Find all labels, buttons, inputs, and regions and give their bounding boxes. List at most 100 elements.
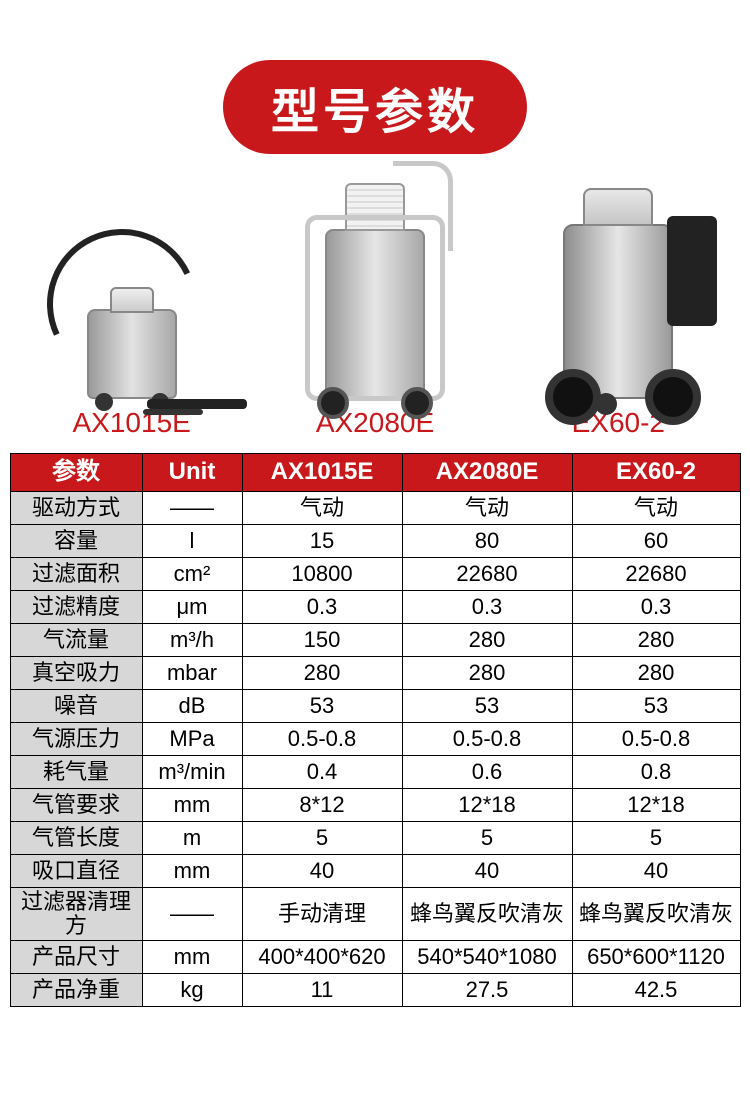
cell-param: 气管要求: [10, 789, 142, 822]
cell-value: 0.8: [572, 756, 740, 789]
cell-param: 过滤精度: [10, 591, 142, 624]
page-title: 型号参数: [223, 60, 527, 154]
cell-unit: l: [142, 525, 242, 558]
table-row: 真空吸力mbar280280280: [10, 657, 740, 690]
cell-value: 0.5-0.8: [242, 723, 402, 756]
page-title-badge: 型号参数: [0, 60, 750, 154]
cell-value: 400*400*620: [242, 941, 402, 974]
cell-unit: m³/h: [142, 624, 242, 657]
cell-value: 22680: [402, 558, 572, 591]
table-row: 耗气量m³/min0.40.60.8: [10, 756, 740, 789]
cell-unit: ——: [142, 888, 242, 941]
cell-unit: mm: [142, 941, 242, 974]
cell-param: 容量: [10, 525, 142, 558]
table-row: 气源压力MPa0.5-0.80.5-0.80.5-0.8: [10, 723, 740, 756]
product-ax1015e: AX1015E: [11, 179, 252, 439]
cell-value: 0.4: [242, 756, 402, 789]
th-col-1: AX1015E: [242, 454, 402, 492]
product-image: [87, 179, 177, 399]
cell-value: 540*540*1080: [402, 941, 572, 974]
product-image: [563, 179, 673, 399]
cell-value: 0.3: [572, 591, 740, 624]
table-row: 气管长度m555: [10, 822, 740, 855]
cell-value: 53: [242, 690, 402, 723]
cell-value: 650*600*1120: [572, 941, 740, 974]
table-row: 过滤面积cm²108002268022680: [10, 558, 740, 591]
cell-unit: mm: [142, 789, 242, 822]
cell-value: 0.3: [402, 591, 572, 624]
cell-value: 蜂鸟翼反吹清灰: [572, 888, 740, 941]
cell-value: 0.5-0.8: [572, 723, 740, 756]
cell-param: 驱动方式: [10, 492, 142, 525]
cell-param: 过滤器清理方: [10, 888, 142, 941]
cell-value: 280: [402, 657, 572, 690]
cell-unit: dB: [142, 690, 242, 723]
cell-value: 8*12: [242, 789, 402, 822]
cell-value: 气动: [242, 492, 402, 525]
th-col-2: AX2080E: [402, 454, 572, 492]
cell-value: 53: [402, 690, 572, 723]
cell-unit: m: [142, 822, 242, 855]
cell-param: 吸口直径: [10, 855, 142, 888]
cell-param: 气源压力: [10, 723, 142, 756]
cell-value: 40: [572, 855, 740, 888]
cell-value: 280: [402, 624, 572, 657]
cell-unit: m³/min: [142, 756, 242, 789]
cell-value: 气动: [402, 492, 572, 525]
cell-value: 12*18: [402, 789, 572, 822]
cell-param: 产品净重: [10, 974, 142, 1007]
cell-value: 0.3: [242, 591, 402, 624]
cell-param: 过滤面积: [10, 558, 142, 591]
cell-value: 5: [572, 822, 740, 855]
cell-value: 12*18: [572, 789, 740, 822]
cell-value: 40: [242, 855, 402, 888]
table-row: 驱动方式——气动气动气动: [10, 492, 740, 525]
cell-param: 气流量: [10, 624, 142, 657]
cell-value: 80: [402, 525, 572, 558]
table-row: 气流量m³/h150280280: [10, 624, 740, 657]
cell-value: 11: [242, 974, 402, 1007]
cell-value: 0.5-0.8: [402, 723, 572, 756]
cell-value: 手动清理: [242, 888, 402, 941]
cell-value: 气动: [572, 492, 740, 525]
table-row: 容量l158060: [10, 525, 740, 558]
cell-value: 27.5: [402, 974, 572, 1007]
cell-value: 5: [402, 822, 572, 855]
products-row: AX1015E AX2080E: [0, 179, 750, 439]
cell-unit: cm²: [142, 558, 242, 591]
th-param: 参数: [10, 454, 142, 492]
cell-unit: mbar: [142, 657, 242, 690]
cell-param: 气管长度: [10, 822, 142, 855]
cell-param: 耗气量: [10, 756, 142, 789]
cell-value: 60: [572, 525, 740, 558]
cell-value: 150: [242, 624, 402, 657]
cell-value: 40: [402, 855, 572, 888]
cell-unit: ——: [142, 492, 242, 525]
product-ax2080e: AX2080E: [255, 179, 496, 439]
table-row: 过滤器清理方——手动清理蜂鸟翼反吹清灰蜂鸟翼反吹清灰: [10, 888, 740, 941]
cell-value: 15: [242, 525, 402, 558]
table-row: 吸口直径mm404040: [10, 855, 740, 888]
cell-value: 42.5: [572, 974, 740, 1007]
cell-value: 280: [242, 657, 402, 690]
product-image: [325, 179, 425, 399]
table-row: 噪音dB535353: [10, 690, 740, 723]
cell-value: 0.6: [402, 756, 572, 789]
table-head: 参数 Unit AX1015E AX2080E EX60-2: [10, 454, 740, 492]
th-col-3: EX60-2: [572, 454, 740, 492]
spec-table: 参数 Unit AX1015E AX2080E EX60-2 驱动方式——气动气…: [10, 453, 741, 1007]
cell-unit: MPa: [142, 723, 242, 756]
cell-unit: kg: [142, 974, 242, 1007]
cell-param: 噪音: [10, 690, 142, 723]
cell-value: 10800: [242, 558, 402, 591]
table-row: 过滤精度μm0.30.30.3: [10, 591, 740, 624]
table-row: 气管要求mm8*1212*1812*18: [10, 789, 740, 822]
th-unit: Unit: [142, 454, 242, 492]
cell-value: 53: [572, 690, 740, 723]
cell-value: 5: [242, 822, 402, 855]
table-row: 产品净重kg1127.542.5: [10, 974, 740, 1007]
cell-value: 22680: [572, 558, 740, 591]
table-body: 驱动方式——气动气动气动容量l158060过滤面积cm²108002268022…: [10, 492, 740, 1007]
cell-param: 产品尺寸: [10, 941, 142, 974]
cell-value: 280: [572, 624, 740, 657]
